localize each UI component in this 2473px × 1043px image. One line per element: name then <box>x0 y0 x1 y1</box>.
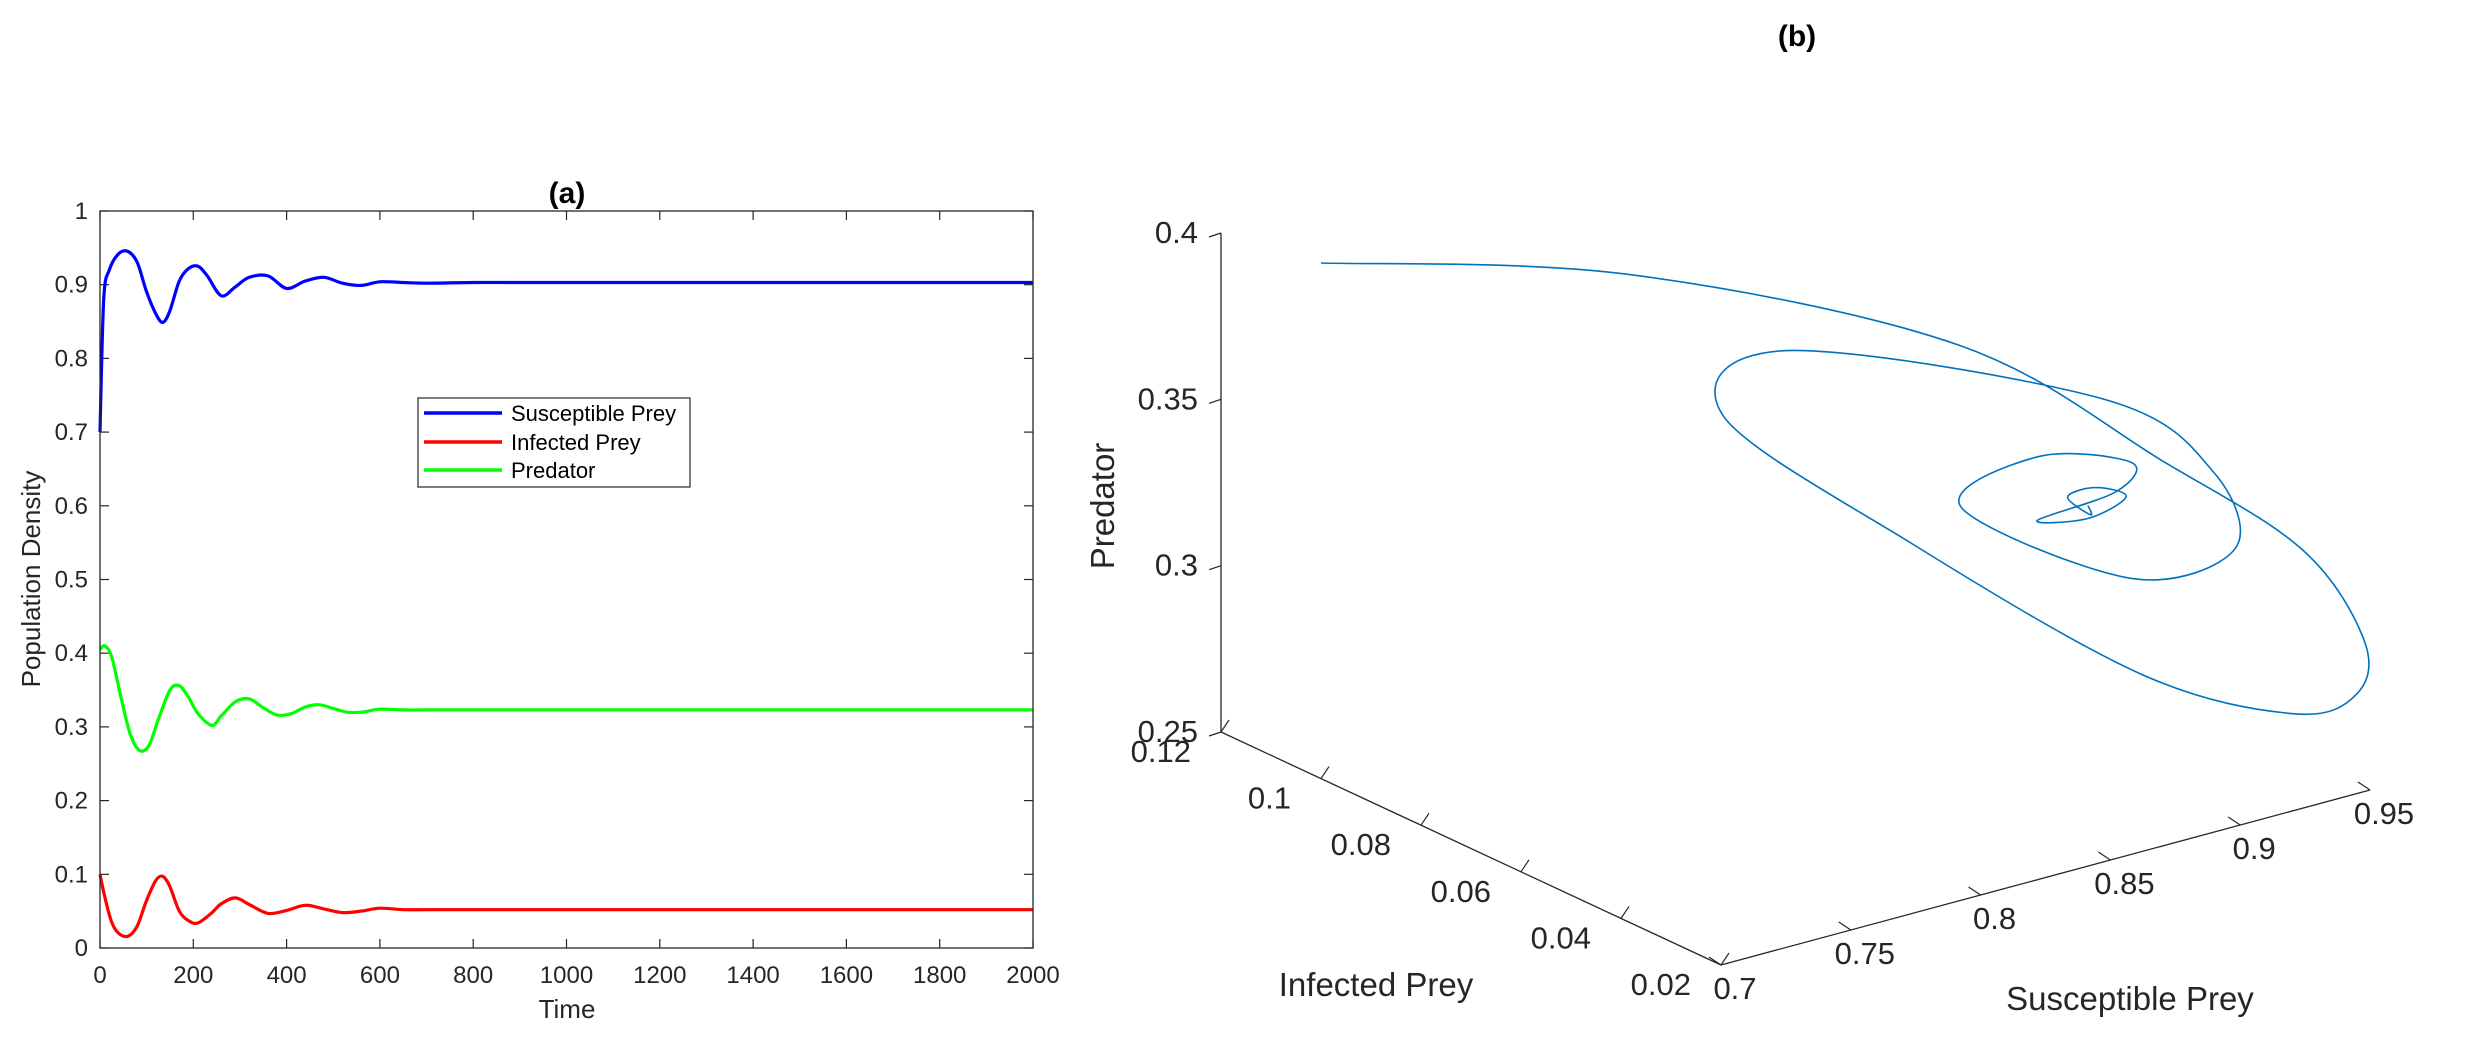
z-tick-mark <box>1208 731 1222 737</box>
susceptible-axis-line <box>1720 789 2371 966</box>
x-tick-label: 1200 <box>633 962 686 989</box>
z-tick-label: 0.3 <box>1155 548 1198 583</box>
x-tick-mark <box>1838 921 1852 931</box>
y-tick-label: 1 <box>75 198 88 225</box>
trajectory-line <box>1320 262 2370 716</box>
panel-b-axes <box>1220 233 2371 966</box>
x-tick-mark <box>2098 851 2111 861</box>
x-tick-mark <box>1708 956 1722 966</box>
y-tick-label: 0.04 <box>1531 920 1591 955</box>
x-tick-label: 0.8 <box>1973 901 2016 936</box>
z-tick-mark <box>1208 565 1222 571</box>
y-tick-mark <box>1620 906 1630 919</box>
panel-a-ticks: 0 200 400 600 800 1000 1200 1400 1600 1800 2000 0 0.… <box>55 198 1060 989</box>
x-tick-label: 0.75 <box>1835 936 1895 971</box>
z-tick-mark <box>1208 232 1222 238</box>
x-tick-label: 0.9 <box>2233 831 2276 866</box>
z-tick-label: 0.4 <box>1155 215 1198 250</box>
panel-a-legend: Susceptible Prey Infected Prey Predator <box>417 397 691 488</box>
y-tick-label: 0.6 <box>55 493 88 520</box>
panel-a-axes-box <box>99 210 1034 949</box>
panel-b-zlabel: Predator <box>1084 443 1121 570</box>
x-tick-label: 1800 <box>913 962 966 989</box>
x-tick-label: 800 <box>453 962 493 989</box>
y-tick-mark <box>1720 952 1730 966</box>
x-tick-label: 1600 <box>820 962 873 989</box>
panel-a-lines <box>98 249 1033 939</box>
z-tick-mark <box>1208 398 1222 404</box>
y-tick-label: 0.2 <box>55 788 88 815</box>
y-tick-mark <box>1220 719 1230 733</box>
z-tick-label: 0.25 <box>1138 714 1198 749</box>
infected-axis-line <box>1220 731 1722 966</box>
y-tick-label: 0 <box>75 935 88 962</box>
x-tick-label: 600 <box>360 962 400 989</box>
x-tick-label: 0.7 <box>1713 971 1756 1006</box>
panel-b-xlabel: Susceptible Prey <box>2006 980 2254 1017</box>
panel-b-phase-portrait: (b) 0.25 0.3 0.35 0.4 0.02 0.04 0.06 0.08 0.1 0.1… <box>1084 20 2414 1017</box>
y-tick-label: 0.06 <box>1431 874 1491 909</box>
x-tick-mark <box>2227 816 2241 826</box>
x-tick-label: 1000 <box>540 962 593 989</box>
y-tick-label: 0.1 <box>1248 781 1291 816</box>
y-tick-label: 0.02 <box>1631 967 1691 1002</box>
y-tick-label: 0.1 <box>55 861 88 888</box>
series-line-susceptible <box>98 249 1033 433</box>
panel-b-trajectory <box>1320 262 2370 716</box>
y-tick-mark <box>1420 812 1430 826</box>
y-tick-label: 0.4 <box>55 640 88 667</box>
x-tick-label: 1400 <box>726 962 779 989</box>
legend-label-susceptible: Susceptible Prey <box>511 401 676 426</box>
x-tick-mark <box>2357 781 2371 791</box>
y-tick-label: 0.8 <box>55 345 88 372</box>
panel-b-ylabel: Infected Prey <box>1279 966 1474 1003</box>
x-tick-label: 0.85 <box>2094 866 2154 901</box>
panel-a-title: (a) <box>549 177 586 210</box>
x-tick-label: 200 <box>173 962 213 989</box>
y-tick-label: 0.7 <box>55 419 88 446</box>
y-tick-label: 0.5 <box>55 567 88 594</box>
series-line-predator <box>98 644 1033 753</box>
x-tick-label: 0.95 <box>2354 796 2414 831</box>
series-line-infected <box>98 873 1033 939</box>
x-tick-mark <box>1968 886 1981 896</box>
legend-label-predator: Predator <box>511 458 595 483</box>
panel-a-xlabel: Time <box>539 994 596 1024</box>
y-tick-label: 0.08 <box>1331 827 1391 862</box>
z-tick-label: 0.35 <box>1138 381 1198 416</box>
y-tick-label: 0.12 <box>1131 734 1191 769</box>
y-tick-label: 0.9 <box>55 272 88 299</box>
panel-a-ylabel: Population Density <box>16 471 46 688</box>
panel-a-time-series: (a) 0 200 400 600 800 1000 1200 1400 1600 1800 200… <box>16 177 1060 1024</box>
x-tick-label: 400 <box>267 962 307 989</box>
legend-label-infected: Infected Prey <box>511 430 641 455</box>
y-tick-mark <box>1320 766 1330 779</box>
y-tick-label: 0.3 <box>55 714 88 741</box>
x-tick-label: 0 <box>93 962 106 989</box>
panel-a-plot-area <box>100 211 1033 948</box>
panel-b-ticks: 0.25 0.3 0.35 0.4 0.02 0.04 0.06 0.08 0.1 0.12 0.7… <box>1131 215 2415 1006</box>
y-tick-mark <box>1520 859 1530 873</box>
x-tick-label: 2000 <box>1006 962 1059 989</box>
panel-b-title: (b) <box>1778 20 1816 53</box>
